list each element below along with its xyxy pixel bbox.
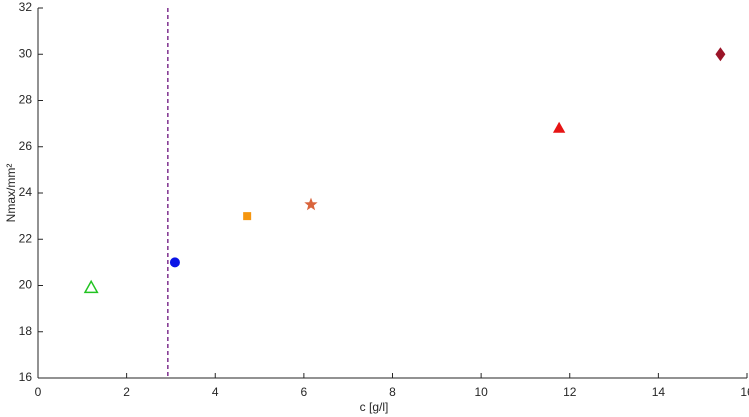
x-tick-label: 2 (123, 385, 130, 399)
y-tick-label: 16 (19, 370, 33, 384)
x-tick-label: 4 (212, 385, 219, 399)
x-tick-label: 12 (563, 385, 577, 399)
y-tick-label: 30 (19, 46, 33, 60)
y-tick-label: 28 (19, 93, 33, 107)
y-tick-label: 32 (19, 0, 33, 14)
y-tick-label: 22 (19, 231, 33, 245)
point (169, 257, 180, 268)
y-tick-label: 24 (19, 185, 33, 199)
point (243, 212, 252, 221)
x-tick-label: 8 (389, 385, 396, 399)
x-tick-label: 0 (35, 385, 42, 399)
x-tick-label: 16 (740, 385, 749, 399)
y-axis-label: Nmax/mm² (4, 164, 18, 223)
point (304, 197, 318, 211)
point (83, 279, 99, 294)
y-tick-label: 26 (19, 139, 33, 153)
y-tick-label: 18 (19, 324, 33, 338)
x-axis-label: c [g/l] (360, 400, 389, 414)
x-tick-label: 6 (301, 385, 308, 399)
y-tick-label: 20 (19, 278, 33, 292)
x-tick-label: 10 (474, 385, 488, 399)
x-tick-label: 14 (652, 385, 666, 399)
point (552, 121, 566, 133)
point (715, 47, 726, 62)
